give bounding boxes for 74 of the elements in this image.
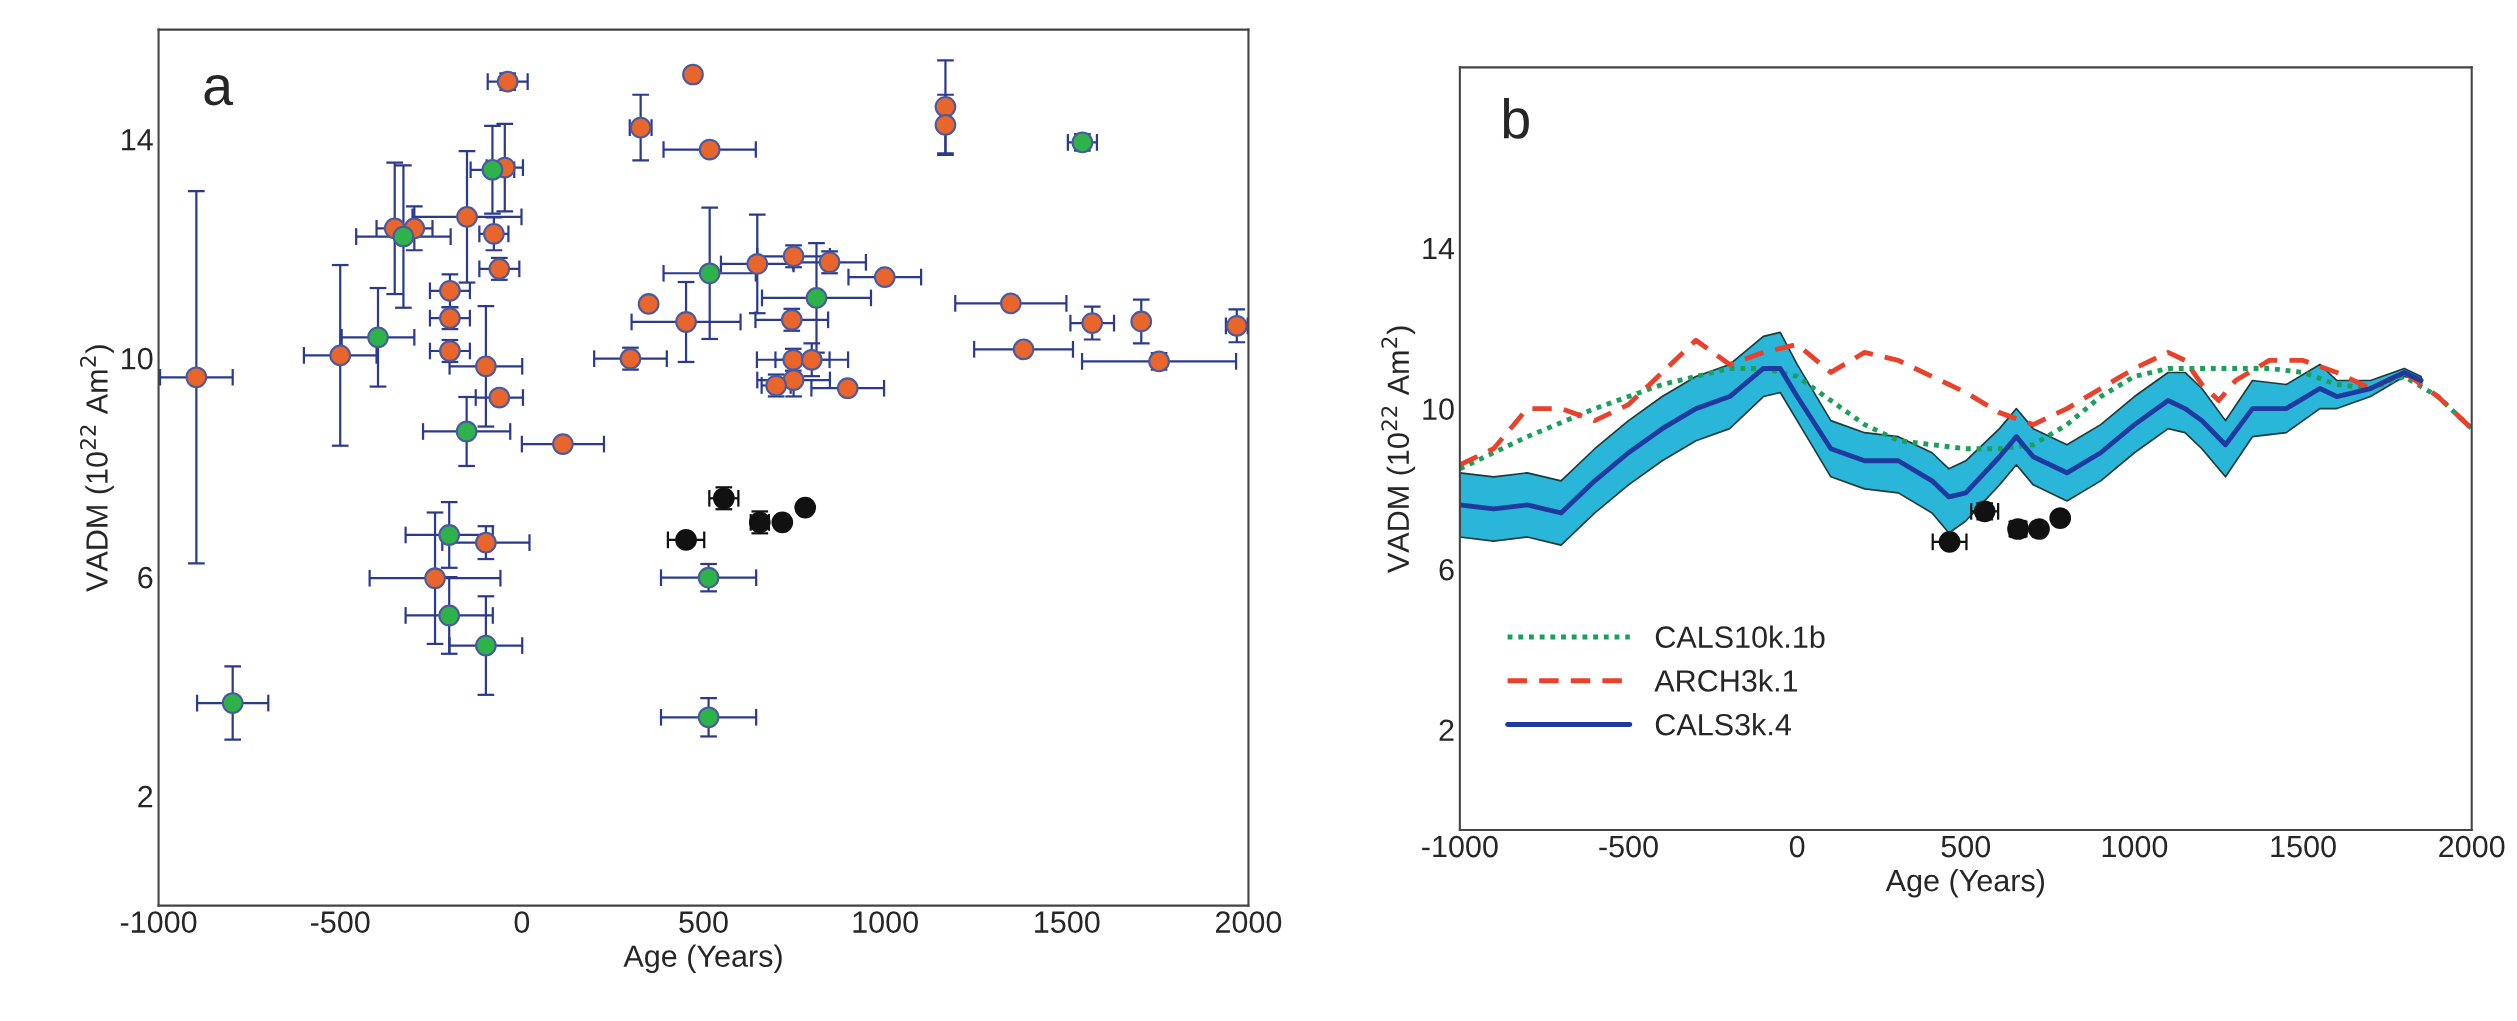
point — [456, 206, 478, 228]
text: a — [204, 75, 234, 106]
y-tick-label: 2 — [1439, 719, 1454, 741]
x-tick-label: 1500 — [1035, 911, 1100, 933]
point — [999, 292, 1022, 315]
point — [221, 692, 244, 714]
point — [488, 386, 511, 409]
point — [800, 348, 823, 371]
legend-label: CALS3k.4 — [1655, 713, 1791, 736]
x-tick-label: 0 — [1789, 835, 1805, 858]
x-tick-label: 0 — [514, 911, 530, 933]
x-tick-label: 1000 — [2102, 835, 2168, 858]
line-series — [1459, 337, 2472, 468]
point — [637, 293, 660, 315]
x-tick-label: 2000 — [2439, 835, 2505, 858]
point — [1938, 531, 1961, 553]
y-tick-label: 14 — [122, 129, 153, 151]
y-axis-title: VADM (10$^{22}$ Am$^{2}$) — [79, 345, 114, 592]
point — [836, 377, 859, 400]
x-tick-label: -500 — [311, 911, 370, 933]
y-tick-label: 10 — [1423, 398, 1454, 420]
point — [424, 567, 446, 590]
x-tick-label: 500 — [1941, 835, 1991, 858]
point — [794, 496, 817, 519]
y-tick-label: 2 — [138, 785, 153, 808]
legend-label: ARCH3k.1 — [1654, 669, 1798, 692]
y-tick-label: 10 — [122, 347, 153, 370]
point — [475, 634, 497, 657]
point — [934, 114, 957, 136]
point — [185, 366, 208, 389]
line-series — [1459, 366, 2472, 472]
x-tick-label: 1500 — [2271, 835, 2336, 858]
point — [329, 344, 352, 367]
point — [746, 253, 769, 275]
x-axis-title: Age (Years) — [1885, 868, 2044, 898]
point — [682, 63, 704, 86]
y-axis-title: VADM (10$^{22}$ Am$^{2}$) — [1381, 326, 1416, 573]
x-tick-label: -500 — [1599, 835, 1658, 858]
point — [438, 604, 461, 627]
point — [552, 433, 574, 455]
x-tick-label: 1000 — [853, 911, 918, 933]
point — [1130, 310, 1153, 333]
x-tick-label: 500 — [679, 911, 728, 933]
x-tick-label: -1000 — [120, 911, 197, 933]
point — [1012, 338, 1035, 361]
point — [873, 266, 896, 288]
x-tick-label: -1000 — [1422, 835, 1498, 858]
point — [481, 158, 504, 181]
point — [698, 138, 721, 161]
point — [2049, 507, 2072, 530]
point — [367, 326, 389, 349]
chart-title: b — [1503, 97, 1529, 139]
point — [1081, 312, 1104, 334]
y-tick-label: 6 — [138, 566, 153, 589]
legend-label: CALS10k.1b — [1655, 625, 1825, 648]
point — [475, 531, 497, 554]
point — [392, 225, 415, 248]
point — [698, 262, 721, 285]
point — [697, 706, 720, 729]
point — [805, 287, 828, 309]
point — [438, 524, 461, 546]
x-tick-label: 2000 — [1215, 911, 1282, 933]
point — [934, 95, 957, 118]
point — [483, 222, 505, 245]
point — [455, 420, 478, 443]
y-tick-label: 6 — [1439, 558, 1454, 581]
point — [439, 279, 461, 302]
point — [675, 311, 697, 333]
line-series — [1459, 366, 2424, 516]
x-axis-title: Age (Years) — [623, 944, 782, 974]
point — [675, 529, 697, 551]
point — [771, 511, 794, 534]
y-tick-label: 14 — [1423, 238, 1455, 260]
point — [475, 355, 497, 378]
